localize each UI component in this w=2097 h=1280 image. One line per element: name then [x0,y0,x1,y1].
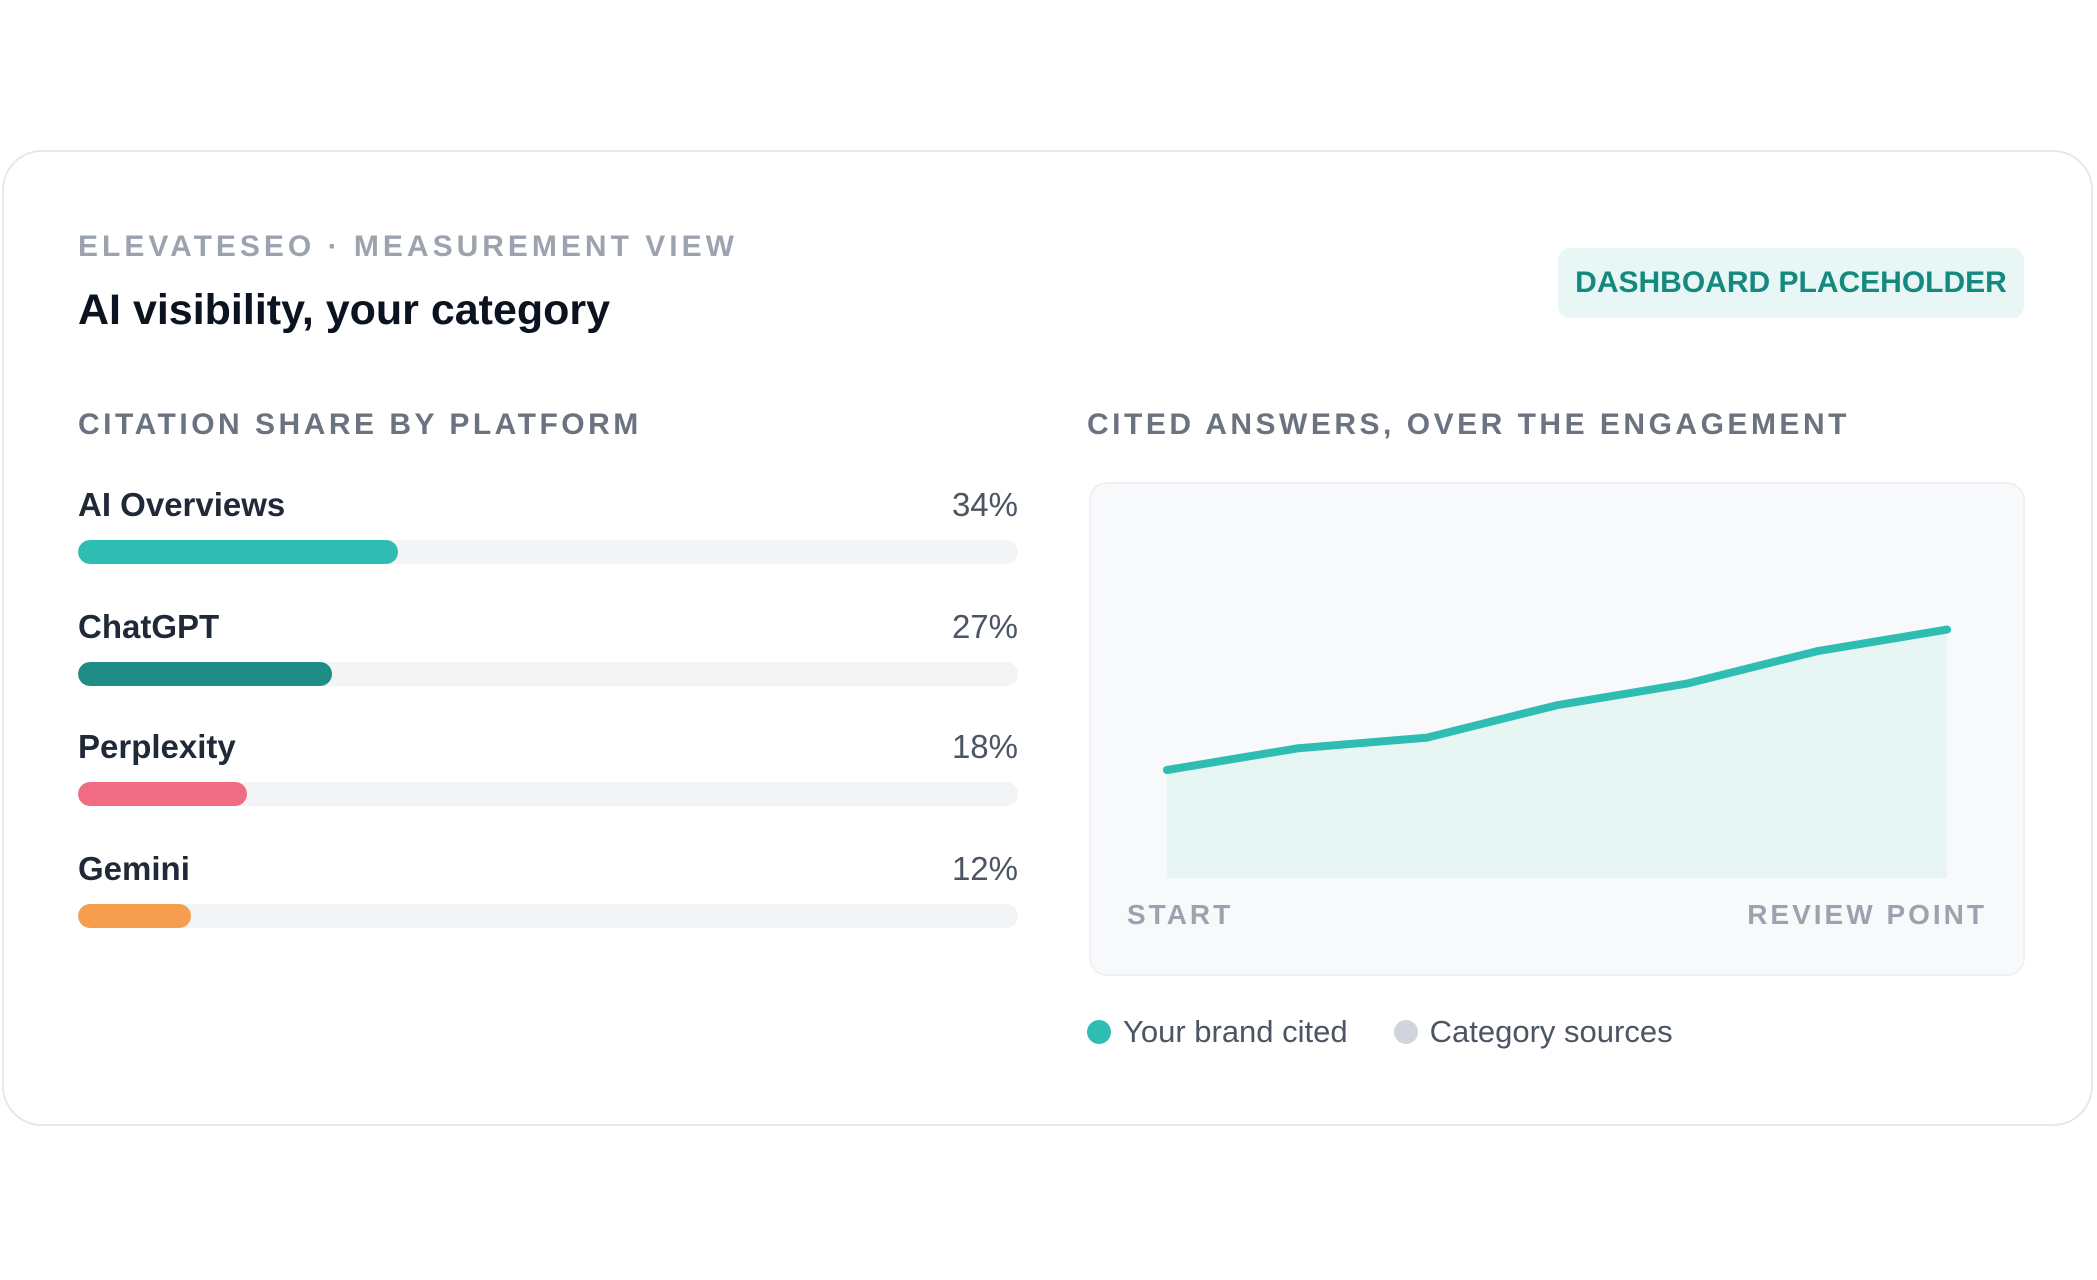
data-point [1943,625,1951,634]
data-point [1163,766,1171,774]
legend-label: Your brand cited [1123,1014,1348,1049]
data-point [1293,744,1301,753]
bar-track [78,662,1018,686]
bar-track [78,782,1018,806]
page-title: AI visibility, your category [78,286,611,334]
bar-track [78,904,1018,928]
bar-value: 18% [951,728,1018,765]
eyebrow-label: ELEVATESEO · MEASUREMENT VIEW [78,230,738,263]
bar-row-gemini: Gemini 12% [78,850,1018,950]
legend-label: Category sources [1429,1014,1673,1049]
bar-value: 34% [951,486,1018,523]
bar-row-perplexity: Perplexity 18% [78,728,1018,828]
bar-row-chatgpt: ChatGPT 27% [78,608,1018,708]
bar-value: 12% [951,850,1018,887]
bar-label: ChatGPT [78,608,220,645]
bar-value: 27% [951,608,1018,645]
series-area [1167,629,1947,878]
bar-label: AI Overviews [78,486,286,523]
data-point [1813,647,1821,656]
bar-row-ai-overviews: AI Overviews 34% [78,486,1018,586]
chart-legend: Your brand cited Category sources [1087,1014,1719,1050]
bar-label: Perplexity [78,728,236,765]
bar-fill [78,782,248,806]
bar-label: Gemini [78,850,190,887]
legend-item-brand: Your brand cited [1087,1014,1348,1050]
bar-fill [78,904,191,928]
bar-track [78,540,1018,564]
data-point [1423,733,1431,742]
x-axis-start-label: START [1127,899,1234,930]
x-axis-end-label: REVIEW POINT [1747,899,1987,930]
bar-fill [78,540,398,564]
bar-fill [78,662,332,686]
line-chart [1163,625,1951,878]
data-point [1683,679,1691,688]
dashboard-card: ELEVATESEO · MEASUREMENT VIEW AI visibil… [2,150,2093,1126]
legend-item-category: Category sources [1393,1014,1673,1050]
legend-dot-icon [1393,1020,1418,1044]
line-chart-panel: START REVIEW POINT [1089,482,2025,976]
citation-share-title: CITATION SHARE BY PLATFORM [78,408,642,441]
data-point [1553,701,1561,710]
placeholder-badge: DASHBOARD PLACEHOLDER [1558,248,2024,318]
legend-dot-icon [1087,1020,1111,1044]
cited-answers-title: CITED ANSWERS, OVER THE ENGAGEMENT [1087,408,1850,441]
